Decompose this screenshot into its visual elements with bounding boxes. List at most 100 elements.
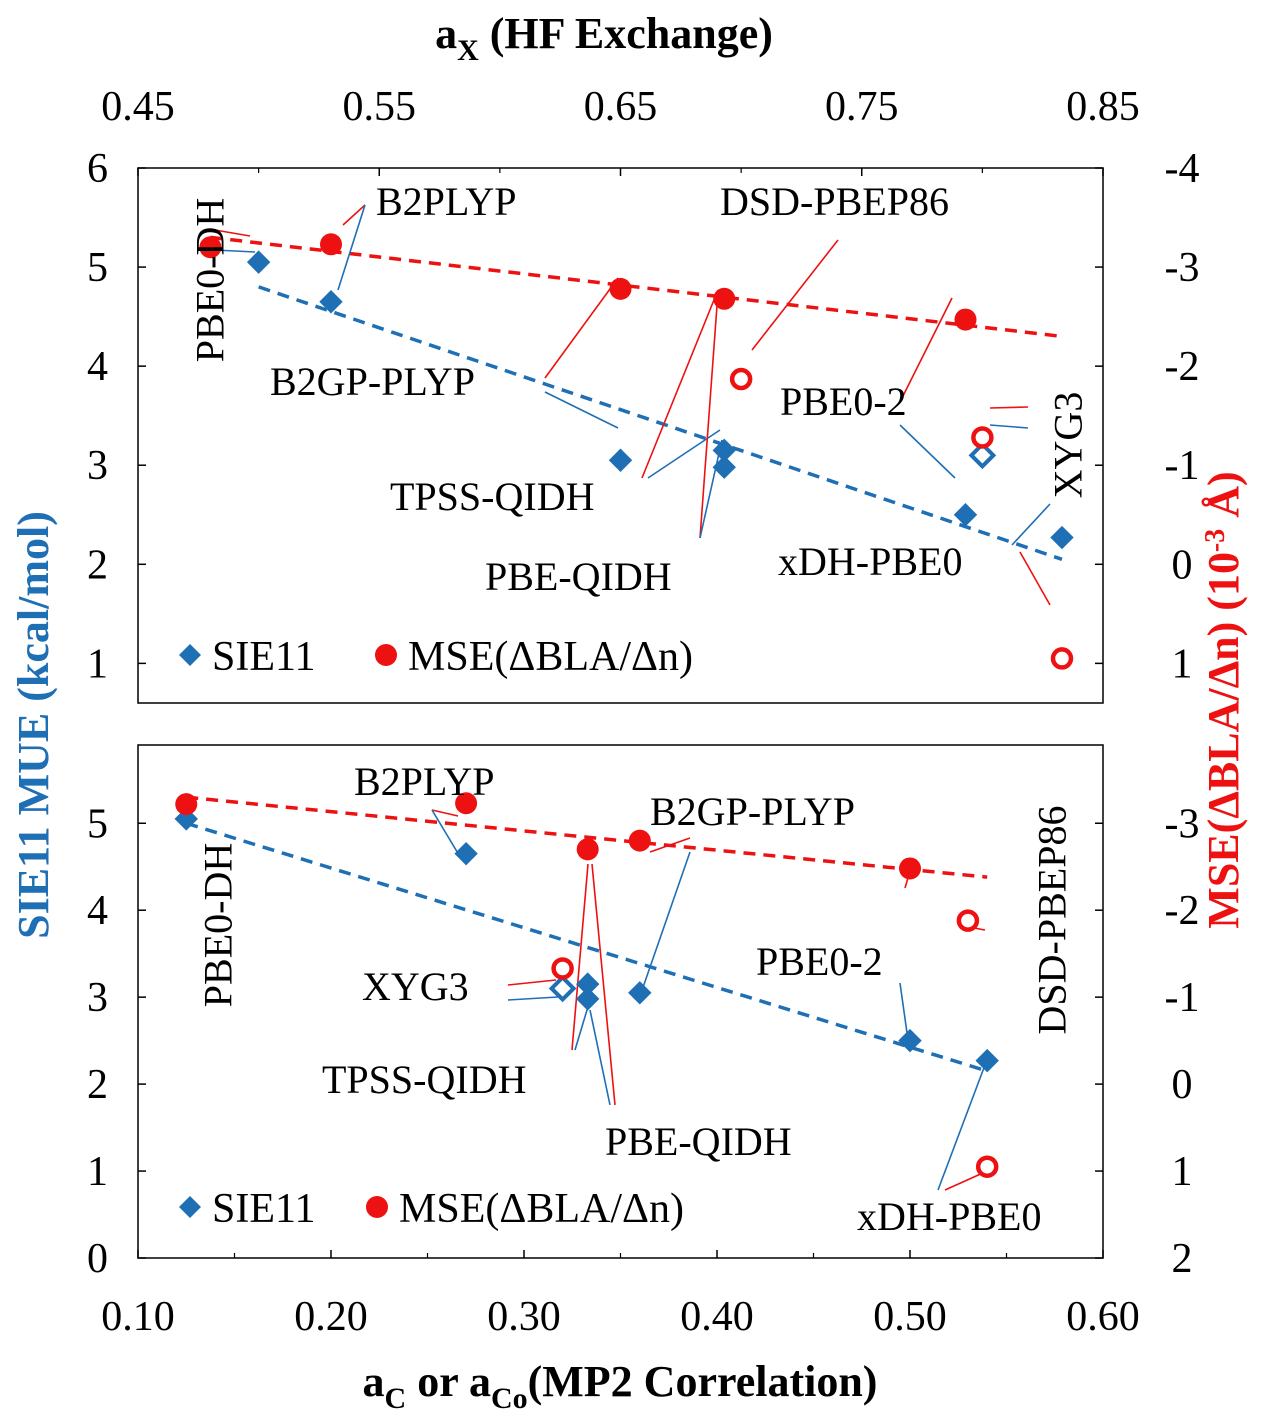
bottom-leader-line — [591, 863, 616, 1106]
top-label-pbe-qidh: PBE-QIDH — [485, 554, 672, 599]
top-leader-line — [751, 239, 839, 351]
bottom-sie11-point-xdh-pbe0 — [975, 1048, 999, 1073]
top-leader-line — [899, 424, 956, 479]
bottom-axis-title-mid: or a — [406, 1357, 491, 1406]
top-left-tick-label: 6 — [87, 146, 108, 192]
bottom-x-tick-label: 0.20 — [294, 1294, 368, 1340]
top-right-tick-label: -1 — [1165, 443, 1200, 489]
bottom-left-tick-label: 5 — [87, 801, 108, 847]
top-leader-line — [214, 249, 256, 253]
bottom-mse-point-pbe0-2 — [899, 857, 921, 880]
bottom-label-xdh-pbe0: xDH-PBE0 — [857, 1194, 1041, 1239]
top-label-xdh-pbe0: xDH-PBE0 — [778, 539, 962, 584]
top-x-tick-label: 0.65 — [584, 84, 658, 130]
bottom-leader-line — [937, 1064, 986, 1191]
bottom-label-pbe0-2: PBE0-2 — [756, 939, 883, 984]
top-label-b2plyp: B2PLYP — [376, 179, 517, 224]
top-left-tick-label: 2 — [87, 542, 108, 588]
bottom-right-tick-label: 1 — [1172, 1149, 1193, 1195]
top-mse-point-b2plyp — [320, 233, 342, 256]
bottom-leader-line — [431, 809, 459, 817]
top-leader-line — [989, 406, 1029, 409]
bottom-right-tick-label: 0 — [1172, 1062, 1193, 1108]
top-mse-point-xdh-pbe0 — [1050, 647, 1074, 670]
top-leader-line — [544, 391, 619, 429]
bottom-axis-title-main: a — [363, 1357, 385, 1406]
top-left-tick-label: 3 — [87, 443, 108, 489]
right-axis-title-main: MSE(ΔBLA/Δn) (10 — [1199, 552, 1248, 929]
top-leader-line — [989, 424, 1029, 429]
bottom-mse-point-b2gp-plyp — [628, 829, 651, 852]
top-leader-line — [641, 289, 719, 479]
bottom-mse-point-dsd-pbep86 — [956, 909, 980, 932]
bottom-right-tick-label: -2 — [1165, 888, 1200, 934]
bottom-leader-line — [899, 982, 909, 1041]
bottom-left-tick-label: 4 — [87, 888, 108, 934]
bottom-legend-mse-marker — [366, 1196, 388, 1218]
top-leader-line — [699, 291, 719, 539]
top-panel: 0.45 0.55 0.65 0.75 0.85 1 2 3 4 5 6 1 0 -1 -2 -3 -4 PBE0… — [87, 84, 1200, 704]
bottom-mse-point-tpss-qidh — [576, 838, 599, 861]
top-sie11-point-pbe-qidh — [712, 455, 736, 479]
top-leader-line — [214, 229, 251, 237]
top-sie11-point-pbe0-2 — [953, 503, 978, 527]
bottom-leader-line — [944, 1171, 986, 1191]
bottom-left-tick-label: 1 — [87, 1149, 108, 1195]
top-label-tpss-qidh: TPSS-QIDH — [390, 474, 594, 519]
top-legend-sie11-label: SIE11 — [212, 634, 315, 680]
top-label-pbe0-2: PBE0-2 — [780, 379, 907, 424]
top-axis-title-rest: (HF Exchange) — [479, 9, 773, 58]
bottom-legend-sie11-label: SIE11 — [212, 1186, 315, 1232]
bottom-sie11-point-xyg3 — [548, 974, 577, 1003]
bottom-axis-title-sub1: C — [385, 1382, 407, 1415]
bottom-axis-title-rest: (MP2 Correlation) — [528, 1357, 878, 1406]
top-mse-point-xyg3 — [971, 426, 994, 449]
top-right-tick-label: -3 — [1165, 245, 1200, 291]
bottom-mse-point-xdh-pbe0 — [975, 1155, 999, 1178]
top-axis-title: aX (HF Exchange) — [435, 9, 773, 67]
top-x-tick-label: 0.55 — [343, 84, 417, 130]
bottom-x-tick-label: 0.40 — [680, 1294, 754, 1340]
bottom-label-b2plyp: B2PLYP — [354, 759, 495, 804]
bottom-sie11-point-b2plyp — [454, 841, 478, 866]
bottom-x-tick-label: 0.60 — [1066, 1294, 1140, 1340]
top-leader-line — [342, 204, 366, 226]
top-leader-line — [544, 277, 619, 379]
bottom-axis-title-sub2: Co — [491, 1382, 528, 1415]
top-mse-point-pbe0-dh — [199, 236, 222, 259]
top-right-tick-label: -2 — [1165, 344, 1200, 390]
top-label-b2gp-plyp: B2GP-PLYP — [270, 359, 475, 404]
bottom-axis-title: aC or aCo(MP2 Correlation) — [363, 1357, 878, 1415]
right-axis-title-rest: Å) — [1199, 471, 1248, 528]
bottom-sie11-point-pbe-qidh — [575, 987, 600, 1011]
bottom-mse-point-b2plyp — [455, 792, 478, 815]
top-trend-sie11 — [258, 285, 1063, 561]
bottom-right-tick-label: 2 — [1172, 1236, 1193, 1282]
bottom-plot-frame — [137, 744, 1104, 1259]
top-leader-line — [1011, 503, 1051, 546]
top-mse-point-dsd-pbep86 — [729, 367, 753, 391]
bottom-leader-line — [507, 996, 559, 1001]
right-axis-title: MSE(ΔBLA/Δn) (10-3 Å) — [1199, 471, 1248, 928]
bottom-leader-line — [649, 837, 691, 853]
bottom-label-b2gp-plyp: B2GP-PLYP — [650, 789, 855, 834]
top-axis-title-main: a — [435, 9, 457, 58]
top-x-tick-label: 0.85 — [1066, 84, 1140, 130]
bottom-label-xyg3: XYG3 — [362, 964, 469, 1009]
top-mse-point-tpss-qidh — [713, 287, 736, 310]
bottom-panel: 0.10 0.20 0.30 0.40 0.50 0.60 0 1 2 3 4 5 2 1 0 -1 -2 -3 P… — [87, 744, 1200, 1340]
top-right-tick-label: 0 — [1172, 542, 1193, 588]
top-sie11-point-pbe0-dh — [246, 250, 271, 274]
top-axis-title-sub: X — [457, 34, 479, 67]
top-leader-line — [699, 439, 723, 539]
top-label-xyg3: XYG3 — [1046, 392, 1091, 499]
top-sie11-point-b2plyp — [319, 290, 343, 314]
top-mse-point-b2gp-plyp — [609, 277, 632, 300]
bottom-label-dsd-pbep86: DSD-PBEP86 — [1030, 806, 1075, 1035]
bottom-legend-mse-label: MSE(ΔBLA/Δn) — [399, 1186, 684, 1232]
top-label-dsd-pbep86: DSD-PBEP86 — [720, 179, 949, 224]
top-mse-point-pbe0-2 — [954, 308, 977, 331]
top-sie11-point-xdh-pbe0 — [1050, 525, 1074, 550]
bottom-x-tick-label: 0.30 — [487, 1294, 561, 1340]
bottom-sie11-point-pbe0-2 — [898, 1028, 922, 1053]
